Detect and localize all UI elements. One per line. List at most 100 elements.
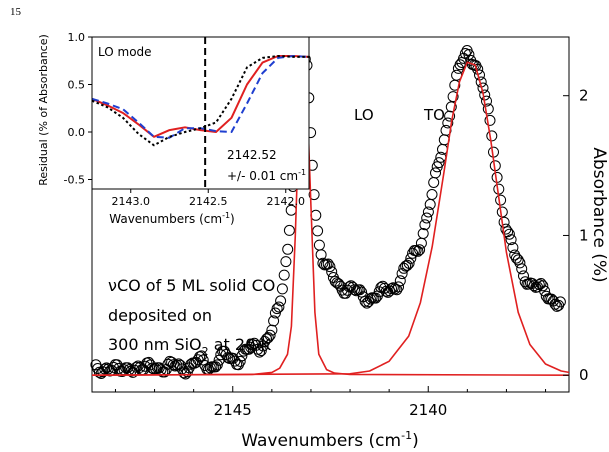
main-x-axis-title: Wavenumbers (cm-1) bbox=[241, 429, 418, 451]
absorbance-point bbox=[514, 257, 526, 269]
main-y-tick-label: 1 bbox=[579, 226, 589, 244]
absorbance-point bbox=[507, 242, 519, 254]
absorbance-point bbox=[283, 224, 295, 236]
main-x-tick-label: 2145 bbox=[214, 401, 252, 419]
absorbance-point bbox=[442, 117, 454, 129]
absorbance-point bbox=[326, 266, 338, 278]
inset-y-tick-label: 0.0 bbox=[68, 126, 86, 139]
absorbance-point bbox=[99, 363, 111, 375]
absorbance-point bbox=[481, 95, 492, 107]
absorbance-point bbox=[447, 91, 459, 103]
main-y-tick-label: 0 bbox=[579, 366, 589, 384]
absorbance-point bbox=[159, 366, 170, 378]
absorbance-point bbox=[280, 256, 292, 268]
main-plot-frame bbox=[91, 36, 570, 393]
absorbance-point bbox=[245, 341, 257, 353]
residual-line-solid bbox=[91, 55, 310, 138]
inset-y-axis-title: Residual (% of Absorbance) bbox=[37, 34, 50, 186]
absorbance-point bbox=[498, 216, 510, 228]
absorbance-point bbox=[363, 296, 375, 308]
absorbance-point bbox=[276, 283, 288, 295]
absorbance-point bbox=[482, 103, 494, 115]
absorbance-point bbox=[428, 177, 440, 188]
absorbance-point bbox=[254, 346, 265, 358]
absorbance-point bbox=[113, 362, 125, 374]
main-axes: 2145 2140 0 1 2 bbox=[114, 87, 589, 419]
absorbance-point bbox=[419, 219, 431, 231]
inset-x-axis-title: Wavenumbers (cm-1) bbox=[109, 211, 234, 226]
absorbance-point bbox=[268, 315, 280, 327]
absorbance-point bbox=[393, 281, 404, 293]
absorbance-point bbox=[370, 292, 382, 304]
absorbance-point bbox=[486, 130, 498, 142]
absorbance-point bbox=[463, 49, 475, 60]
absorbance-point bbox=[445, 101, 457, 113]
absorbance-point bbox=[282, 243, 294, 255]
absorbance-point bbox=[403, 257, 415, 269]
absorbance-point bbox=[516, 263, 528, 275]
inset-x-tick-label: 2142.0 bbox=[267, 195, 306, 208]
absorbance-point bbox=[526, 278, 538, 289]
absorbance-point bbox=[167, 359, 179, 371]
absorbance-point bbox=[379, 282, 390, 294]
sample-note-line-2: deposited on bbox=[108, 306, 212, 325]
absorbance-point bbox=[426, 189, 438, 200]
absorbance-point bbox=[312, 225, 324, 237]
absorbance-point bbox=[97, 366, 109, 378]
main-y-axis-title: Absorbance (%) bbox=[589, 147, 609, 282]
absorbance-point bbox=[454, 59, 466, 71]
absorbance-point bbox=[331, 277, 343, 289]
absorbance-point bbox=[537, 280, 549, 292]
absorbance-point bbox=[433, 157, 445, 169]
absorbance-point bbox=[143, 356, 155, 368]
absorbance-point bbox=[386, 283, 397, 295]
absorbance-point bbox=[261, 333, 273, 345]
inset-data-layer bbox=[91, 37, 310, 189]
residual-line-dotted bbox=[91, 55, 309, 147]
absorbance-point bbox=[535, 278, 547, 289]
absorbance-point bbox=[396, 268, 408, 280]
sample-note-line-1: νCO of 5 ML solid CO bbox=[108, 276, 275, 295]
absorbance-point bbox=[278, 269, 290, 281]
absorbance-point bbox=[539, 285, 551, 297]
absorbance-point bbox=[347, 281, 359, 293]
absorbance-point bbox=[313, 239, 325, 251]
absorbance-point bbox=[264, 329, 276, 341]
absorbance-point bbox=[421, 212, 433, 224]
absorbance-point bbox=[422, 206, 434, 218]
inset-y-tick-label: 0.5 bbox=[68, 79, 86, 92]
inset-peak-value: 2142.52 bbox=[227, 148, 277, 162]
absorbance-point bbox=[234, 355, 246, 367]
absorbance-point bbox=[333, 278, 345, 290]
absorbance-point bbox=[354, 284, 366, 296]
inset-x-tick-label: 2142.5 bbox=[189, 195, 228, 208]
absorbance-point bbox=[417, 228, 429, 239]
absorbance-point bbox=[324, 261, 336, 273]
inset-plot-frame bbox=[91, 36, 310, 190]
absorbance-point bbox=[222, 352, 234, 364]
absorbance-point bbox=[315, 249, 327, 261]
absorbance-point bbox=[430, 167, 441, 179]
absorbance-point bbox=[322, 258, 334, 270]
absorbance-point bbox=[349, 284, 360, 296]
lo-peak-label: LO bbox=[354, 106, 374, 124]
main-data-layer bbox=[90, 45, 570, 380]
absorbance-point bbox=[192, 354, 204, 366]
absorbance-point bbox=[262, 332, 274, 344]
to-peak-label: TO bbox=[423, 106, 445, 124]
absorbance-point bbox=[273, 301, 285, 313]
inset-axes: 2143.0 2142.5 2142.0 -0.5 0.0 0.5 1.0 bbox=[64, 31, 305, 208]
inset-title: LO mode bbox=[98, 45, 152, 59]
main-y-tick-label: 2 bbox=[579, 87, 589, 105]
absorbance-point bbox=[271, 303, 283, 315]
absorbance-point bbox=[424, 198, 436, 210]
absorbance-point bbox=[108, 361, 119, 373]
inset-y-tick-label: -0.5 bbox=[64, 174, 85, 187]
absorbance-point bbox=[275, 295, 287, 307]
absorbance-point bbox=[484, 114, 496, 126]
absorbance-point bbox=[496, 206, 508, 218]
absorbance-point bbox=[407, 247, 419, 259]
absorbance-point bbox=[146, 362, 158, 374]
absorbance-point bbox=[257, 340, 269, 352]
